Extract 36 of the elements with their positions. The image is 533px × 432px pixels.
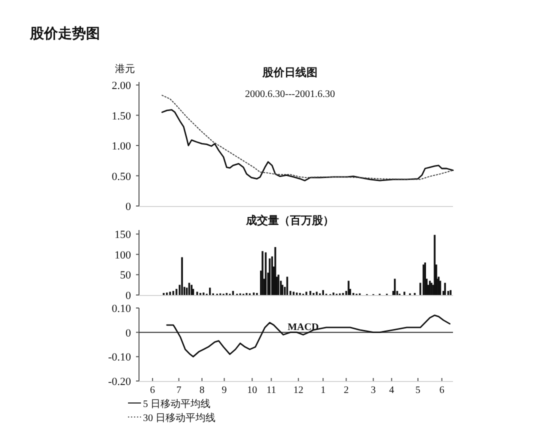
y-tick-label: 2.00 [112, 80, 132, 92]
y-tick-label: -0.10 [108, 352, 132, 364]
y-tick-label: -0.20 [108, 376, 132, 388]
line-series [166, 314, 451, 358]
y-tick-label: 0 [126, 327, 132, 340]
legend-label: 30 日移动平均线 [143, 412, 216, 424]
x-tick-label: 2 [344, 385, 349, 396]
y-tick-label: 1.50 [112, 110, 132, 122]
x-tick-label: 4 [389, 385, 394, 396]
y-tick-label: 50 [120, 270, 132, 282]
x-tick-label: 6 [150, 385, 156, 396]
x-tick-label: 1 [320, 385, 326, 396]
y-axis-title: 港元 [115, 63, 135, 75]
y-tick-label: 0.10 [112, 303, 132, 315]
x-tick-label: 5 [415, 385, 420, 396]
x-tick-label: 8 [199, 385, 204, 396]
y-tick-label: 0 [126, 201, 132, 213]
line-series [161, 109, 454, 182]
x-tick-label: 9 [222, 385, 227, 396]
text: 股价走势图 [29, 26, 100, 42]
x-tick-label: 11 [266, 385, 276, 396]
legend-label: 5 日移动平均线 [143, 398, 210, 410]
y-tick-label: 1.00 [112, 140, 132, 153]
y-tick-label: 0 [126, 290, 132, 302]
chart-title: 成交量（百万股） [245, 214, 334, 227]
x-tick-label: 6 [439, 385, 444, 396]
series-label: MACD [288, 322, 319, 333]
y-tick-label: 0.50 [112, 170, 132, 183]
y-tick-label: 100 [114, 249, 132, 262]
x-tick-label: 12 [293, 385, 304, 396]
x-tick-label: 10 [247, 385, 258, 396]
y-tick-label: 150 [114, 229, 132, 242]
text: 2000.6.30---2001.6.30 [245, 89, 335, 100]
x-tick-label: 7 [176, 385, 182, 396]
chart-title: 股价日线图 [262, 66, 318, 79]
x-tick-label: 3 [370, 385, 376, 396]
